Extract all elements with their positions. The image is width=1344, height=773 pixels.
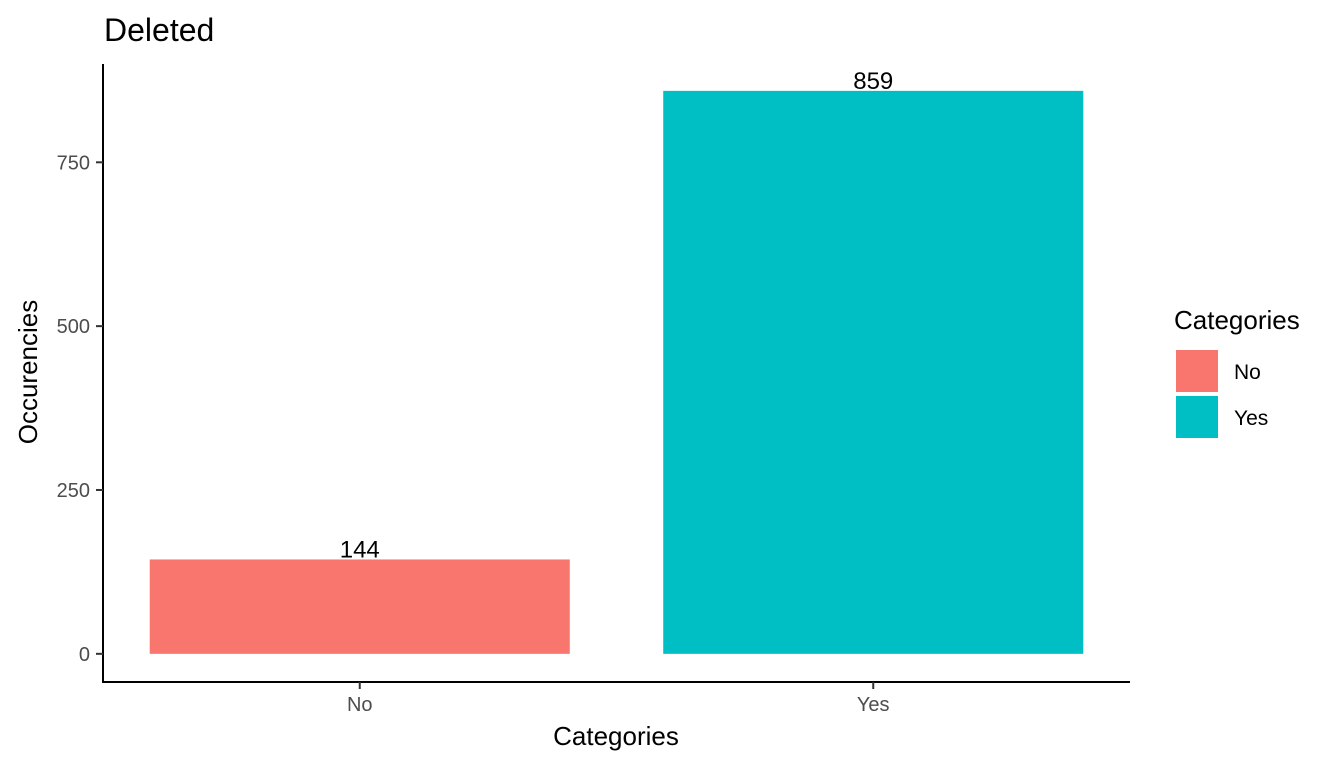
data-label-yes: 859 bbox=[853, 68, 893, 95]
x-ticks-layer: No Yes bbox=[347, 682, 890, 716]
legend-title: Categories bbox=[1174, 305, 1300, 335]
y-tick-label-500: 500 bbox=[57, 316, 90, 338]
y-tick-label-0: 0 bbox=[79, 644, 90, 666]
chart-title: Deleted bbox=[104, 12, 214, 48]
legend-label-yes: Yes bbox=[1234, 407, 1268, 430]
data-labels-layer: 144 859 bbox=[340, 68, 894, 564]
legend-label-no: No bbox=[1234, 361, 1261, 384]
x-tick-label-no: No bbox=[347, 694, 373, 716]
data-label-no: 144 bbox=[340, 536, 380, 563]
y-axis-title: Occurencies bbox=[13, 300, 43, 445]
x-axis-title: Categories bbox=[553, 721, 679, 751]
legend-swatch-yes bbox=[1176, 396, 1218, 438]
bar-yes bbox=[663, 90, 1084, 654]
x-tick-label-yes: Yes bbox=[857, 694, 890, 716]
bar-no bbox=[149, 559, 570, 654]
legend-swatch-no bbox=[1176, 350, 1218, 392]
y-tick-label-750: 750 bbox=[57, 152, 90, 174]
bars-layer bbox=[149, 90, 1084, 654]
y-ticks-layer: 0 250 500 750 bbox=[57, 152, 103, 666]
y-tick-label-250: 250 bbox=[57, 480, 90, 502]
legend: Categories No Yes bbox=[1174, 305, 1300, 438]
